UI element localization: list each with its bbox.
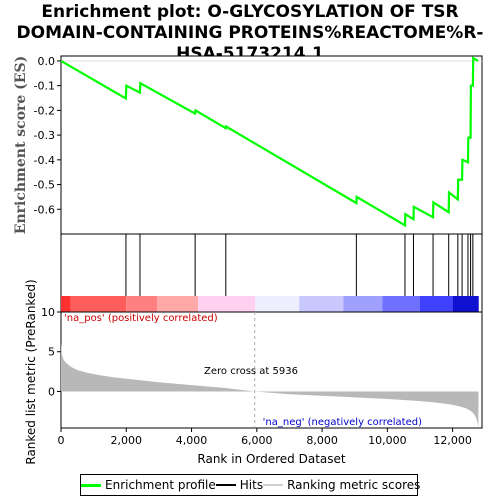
legend-label-hits: Hits — [239, 478, 264, 492]
legend-item-ranking-metric-scores: Ranking metric scores — [263, 478, 420, 492]
rank-x-tick-label: 4,000 — [176, 434, 208, 447]
legend-label-ranking-metric-scores: Ranking metric scores — [287, 478, 421, 492]
rank-color-segment — [343, 296, 383, 312]
rank-plot-frame — [60, 311, 483, 429]
ranking-metric-area — [61, 342, 479, 428]
rank-x-tick-label: 10,000 — [368, 434, 407, 447]
rank-y-tick-label: 5 — [48, 346, 55, 359]
rank-color-segment — [157, 296, 199, 312]
rank-y-tick-label: 10 — [41, 306, 55, 319]
legend-swatch-ranking-metric-scores — [263, 484, 284, 486]
legend-swatch-hits — [215, 484, 236, 486]
es-y-tick-label: -0.6 — [34, 203, 55, 216]
rank-color-segment — [61, 296, 71, 312]
legend-swatch-enrichment-profile — [81, 483, 101, 487]
rank-color-segment — [198, 296, 256, 312]
positive-correlation-label: 'na_pos' (positively correlated) — [64, 313, 218, 324]
es-y-tick-label: -0.5 — [34, 179, 55, 192]
rank-color-segment — [255, 296, 300, 312]
es-y-tick-label: -0.2 — [34, 104, 55, 117]
legend-item-hits: Hits — [215, 478, 264, 492]
enrichment-score-panel: 0.0 -0.1 -0.2 -0.3 -0.4 -0.5 -0.6 Enrichment sc… — [13, 55, 483, 235]
rank-x-tick-label: 2,000 — [111, 434, 143, 447]
es-y-tick-label: -0.1 — [34, 80, 55, 93]
rank-x-tick-label: 6,000 — [241, 434, 273, 447]
rank-color-segment — [382, 296, 420, 312]
es-y-axis-label: Enrichment score (ES) — [13, 56, 29, 234]
rank-y-axis-label: Ranked list metric (PreRanked) — [24, 279, 38, 464]
legend: Enrichment profile Hits Ranking metric s… — [80, 474, 420, 496]
rank-color-segment — [126, 296, 158, 312]
es-y-tick-label: 0.0 — [38, 55, 56, 68]
rank-color-segment — [452, 296, 479, 312]
ranked-list-panel: 10 5 0 0 2,000 4,000 6,000 8,000 10,000 12,000 Ran… — [24, 279, 483, 466]
rank-x-tick-label: 8,000 — [306, 434, 338, 447]
legend-label-enrichment-profile: Enrichment profile — [105, 478, 216, 492]
enrichment-profile-line — [60, 56, 479, 228]
rank-color-segment — [70, 296, 127, 312]
rank-x-axis-label: Rank in Ordered Dataset — [197, 452, 345, 466]
rank-y-tick-label: 0 — [48, 385, 55, 398]
hits-panel — [60, 233, 483, 313]
legend-item-enrichment-profile: Enrichment profile — [81, 478, 216, 492]
rank-x-tick-label: 0 — [58, 434, 65, 447]
rank-x-tick-label: 12,000 — [433, 434, 472, 447]
rank-color-segment — [419, 296, 453, 312]
es-plot-frame — [60, 55, 483, 235]
negative-correlation-label: 'na_neg' (negatively correlated) — [263, 417, 422, 428]
es-y-tick-label: -0.3 — [34, 129, 55, 142]
es-y-tick-label: -0.4 — [34, 154, 55, 167]
rank-color-segment — [299, 296, 344, 312]
zero-cross-label: Zero cross at 5936 — [204, 366, 298, 377]
